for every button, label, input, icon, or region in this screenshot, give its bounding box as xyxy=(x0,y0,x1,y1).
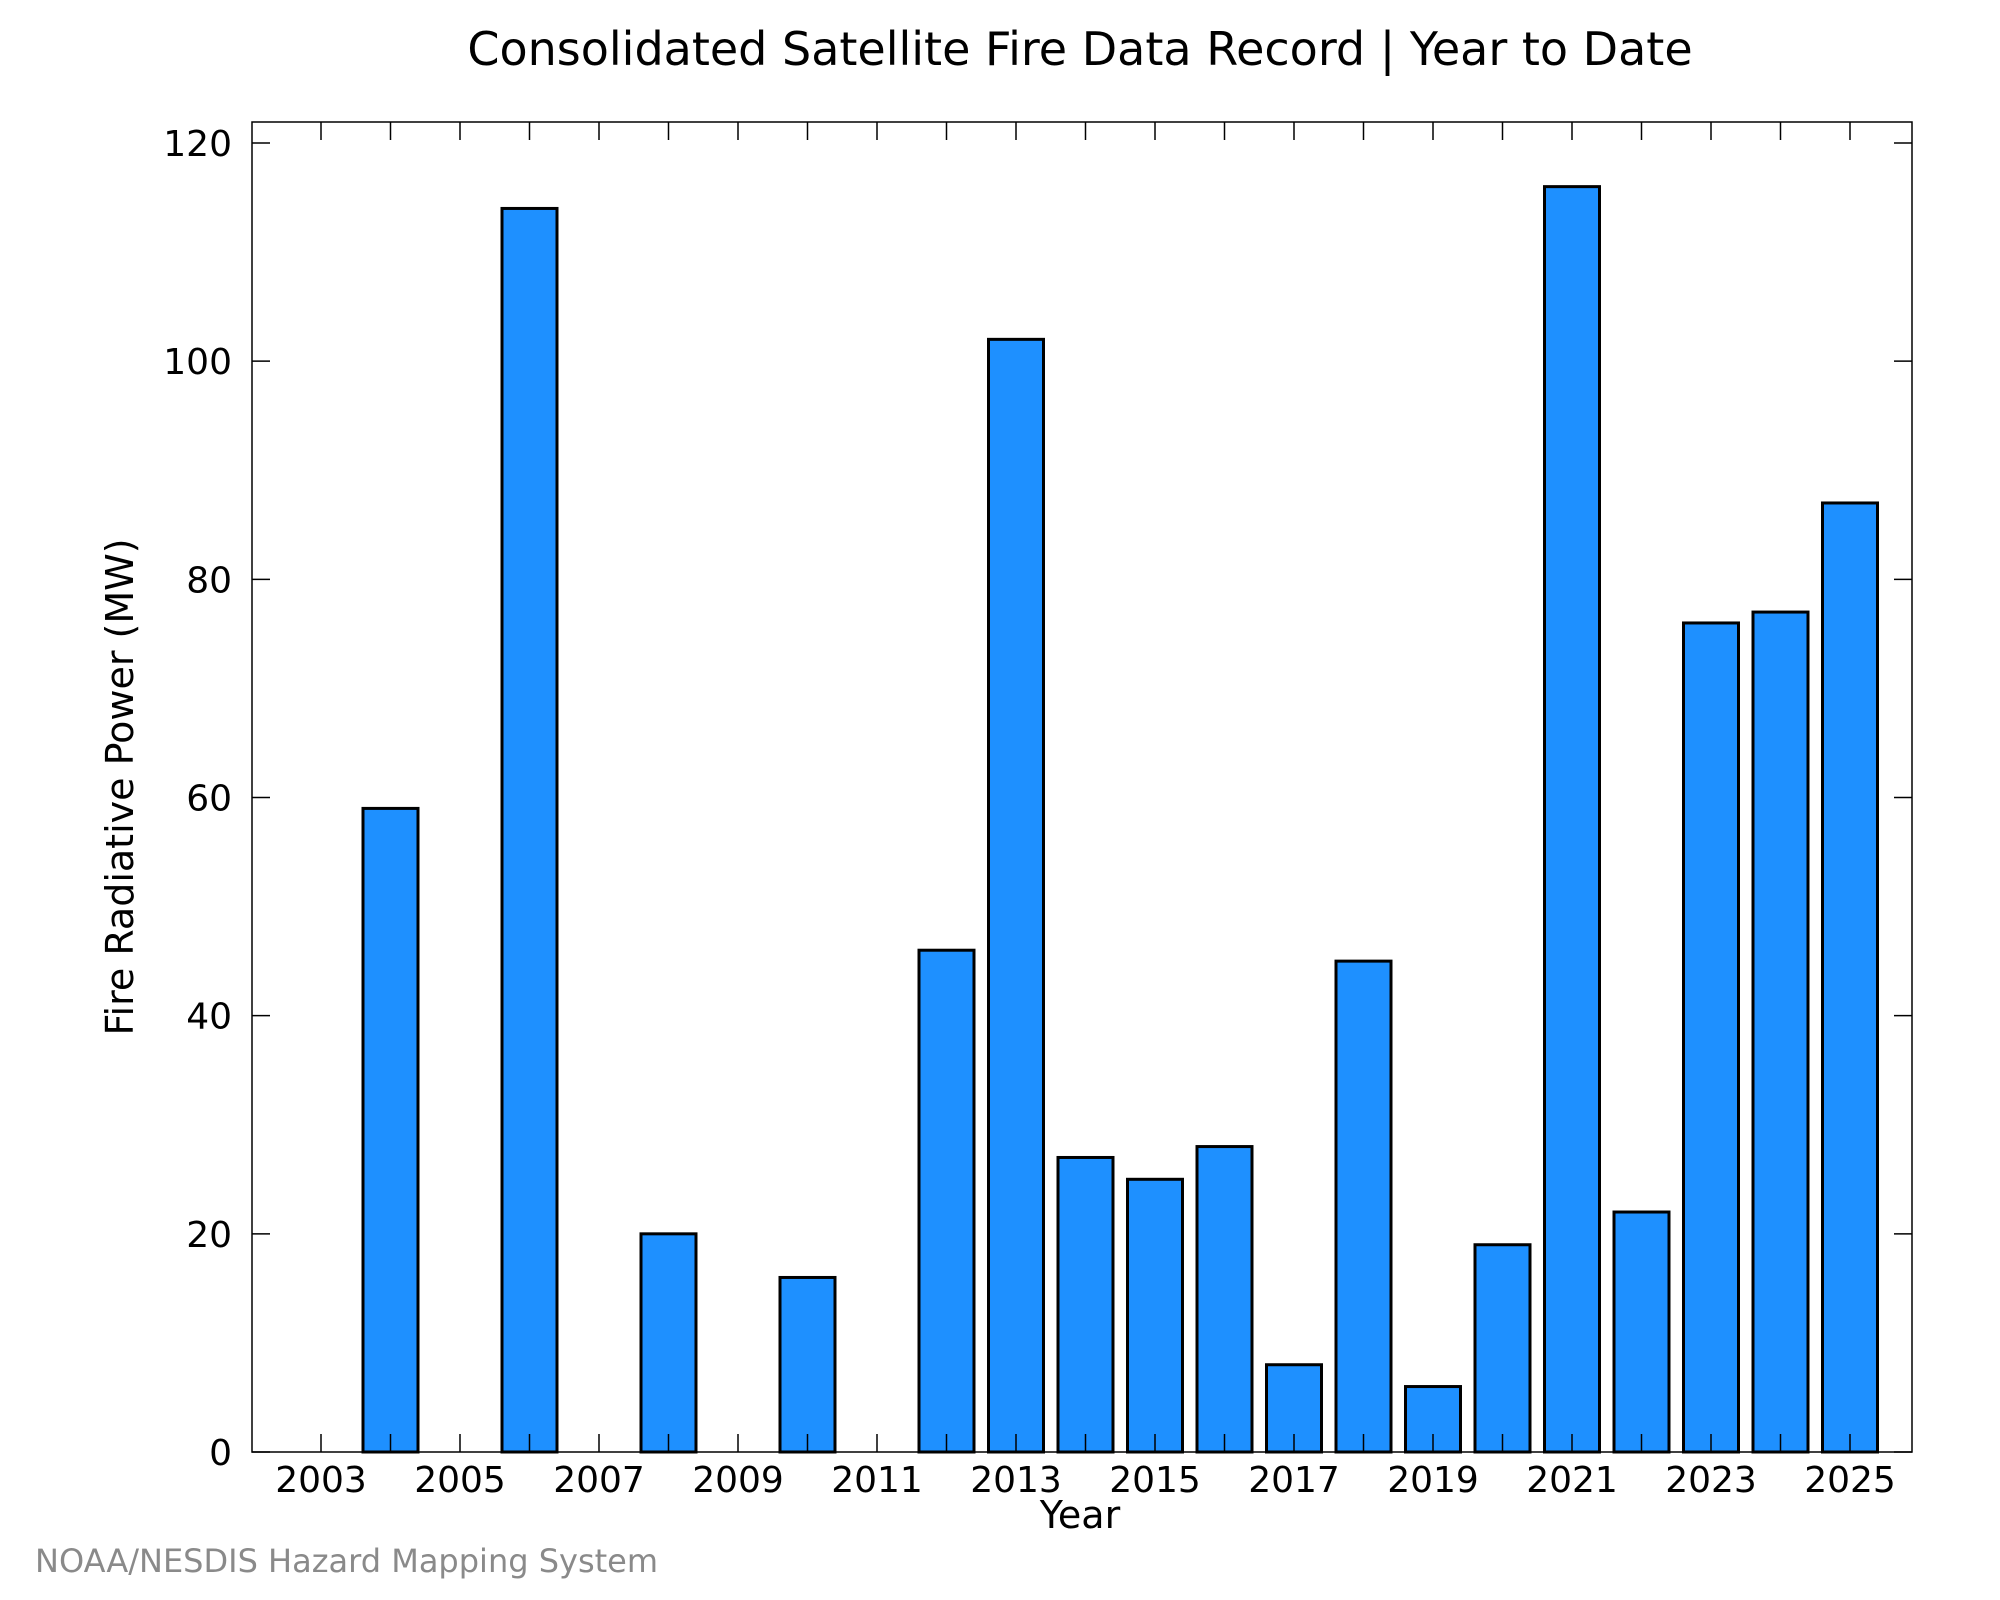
bar-2023 xyxy=(1682,621,1740,1454)
y-tick-label-40: 40 xyxy=(186,997,232,1038)
bar-2025 xyxy=(1821,501,1879,1454)
x-tick-label-2003: 2003 xyxy=(275,1460,367,1501)
x-tick-label-2025: 2025 xyxy=(1804,1460,1896,1501)
x-axis: 2003 2005 2007 2009 2011 2013 2015 2017 2019 2021… xyxy=(275,122,1896,1501)
x-tick-label-2019: 2019 xyxy=(1387,1460,1479,1501)
y-tick-label-120: 120 xyxy=(163,124,232,165)
x-tick-label-2011: 2011 xyxy=(831,1460,923,1501)
y-tick-label-20: 20 xyxy=(186,1215,232,1256)
bar-2008 xyxy=(639,1232,698,1454)
x-tick-label-2007: 2007 xyxy=(553,1460,645,1501)
bar-2010 xyxy=(778,1275,837,1454)
x-tick-label-2013: 2013 xyxy=(970,1460,1062,1501)
y-tick-label-100: 100 xyxy=(163,342,232,383)
bar-2016 xyxy=(1195,1145,1254,1454)
x-tick-label-2017: 2017 xyxy=(1248,1460,1340,1501)
bar-2014 xyxy=(1056,1155,1115,1454)
bar-2021 xyxy=(1543,185,1601,1454)
x-tick-label-2005: 2005 xyxy=(414,1460,506,1501)
x-tick-label-2023: 2023 xyxy=(1665,1460,1757,1501)
credit-text: NOAA/NESDIS Hazard Mapping System xyxy=(35,1542,658,1580)
chart-title: Consolidated Satellite Fire Data Record … xyxy=(467,22,1692,77)
bar-2013 xyxy=(987,337,1045,1454)
y-tick-label-0: 0 xyxy=(209,1433,232,1474)
x-tick-label-2015: 2015 xyxy=(1109,1460,1201,1501)
bars-layer xyxy=(361,185,1879,1454)
y-tick-label-80: 80 xyxy=(186,560,232,601)
bar-2024 xyxy=(1751,610,1810,1454)
bar-2006 xyxy=(500,206,559,1454)
bar-2004 xyxy=(361,806,420,1454)
y-tick-label-60: 60 xyxy=(186,779,232,820)
bar-2018 xyxy=(1334,959,1393,1454)
x-tick-label-2021: 2021 xyxy=(1526,1460,1618,1501)
bar-2015 xyxy=(1126,1177,1184,1454)
bar-2022 xyxy=(1612,1210,1671,1454)
y-axis-label: Fire Radiative Power (MW) xyxy=(98,538,142,1035)
x-tick-label-2009: 2009 xyxy=(692,1460,784,1501)
y-axis: 0 20 40 60 80 100 120 xyxy=(163,124,1912,1474)
x-axis-label: Year xyxy=(1039,1493,1121,1537)
bar-2012 xyxy=(917,948,976,1454)
bar-2020 xyxy=(1473,1243,1532,1454)
